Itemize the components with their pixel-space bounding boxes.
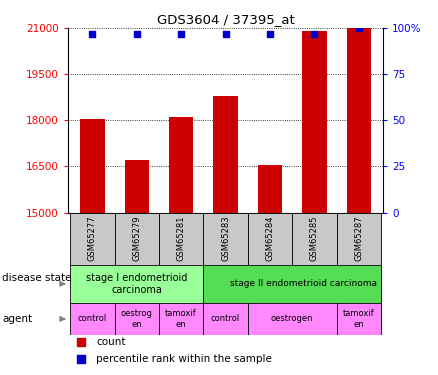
Point xyxy=(266,31,273,37)
Text: GSM65281: GSM65281 xyxy=(177,216,186,261)
Text: GSM65279: GSM65279 xyxy=(132,216,141,261)
Bar xyxy=(70,303,114,335)
Point xyxy=(178,31,185,37)
Text: tamoxif
en: tamoxif en xyxy=(165,309,197,328)
Bar xyxy=(70,265,203,303)
Point xyxy=(133,31,140,37)
Point xyxy=(355,25,362,31)
Text: GSM65284: GSM65284 xyxy=(265,216,275,261)
Bar xyxy=(114,213,159,265)
Text: GSM65277: GSM65277 xyxy=(88,216,97,261)
Bar xyxy=(258,165,282,213)
Text: tamoxif
en: tamoxif en xyxy=(343,309,374,328)
Point xyxy=(222,31,229,37)
Text: oestrog
en: oestrog en xyxy=(121,309,153,328)
Text: GSM65285: GSM65285 xyxy=(310,216,319,261)
Bar xyxy=(169,117,193,213)
Bar xyxy=(203,213,248,265)
Bar xyxy=(337,213,381,265)
Text: agent: agent xyxy=(2,315,32,324)
Bar xyxy=(248,303,337,335)
Text: GSM65283: GSM65283 xyxy=(221,216,230,261)
Bar xyxy=(114,303,159,335)
Text: stage II endometrioid carcinoma: stage II endometrioid carcinoma xyxy=(230,279,377,288)
Text: percentile rank within the sample: percentile rank within the sample xyxy=(96,354,272,364)
Text: control: control xyxy=(78,314,107,323)
Bar xyxy=(159,303,203,335)
Bar xyxy=(302,31,327,213)
Point xyxy=(89,31,96,37)
Bar xyxy=(213,96,238,213)
Text: count: count xyxy=(96,337,126,346)
Text: disease state: disease state xyxy=(2,273,72,283)
Bar xyxy=(80,119,105,213)
Bar xyxy=(248,213,292,265)
Bar xyxy=(337,303,381,335)
Bar xyxy=(203,265,381,303)
Bar xyxy=(124,160,149,213)
Text: oestrogen: oestrogen xyxy=(271,314,314,323)
Text: control: control xyxy=(211,314,240,323)
Text: stage I endometrioid
carcinoma: stage I endometrioid carcinoma xyxy=(86,273,187,295)
Point xyxy=(337,129,344,135)
Bar xyxy=(292,213,337,265)
Bar xyxy=(70,213,114,265)
Bar xyxy=(346,28,371,213)
Point xyxy=(337,286,344,292)
Title: GDS3604 / 37395_at: GDS3604 / 37395_at xyxy=(157,13,294,26)
Text: GSM65287: GSM65287 xyxy=(354,216,363,261)
Point xyxy=(311,31,318,37)
Bar xyxy=(203,303,248,335)
Bar xyxy=(159,213,203,265)
